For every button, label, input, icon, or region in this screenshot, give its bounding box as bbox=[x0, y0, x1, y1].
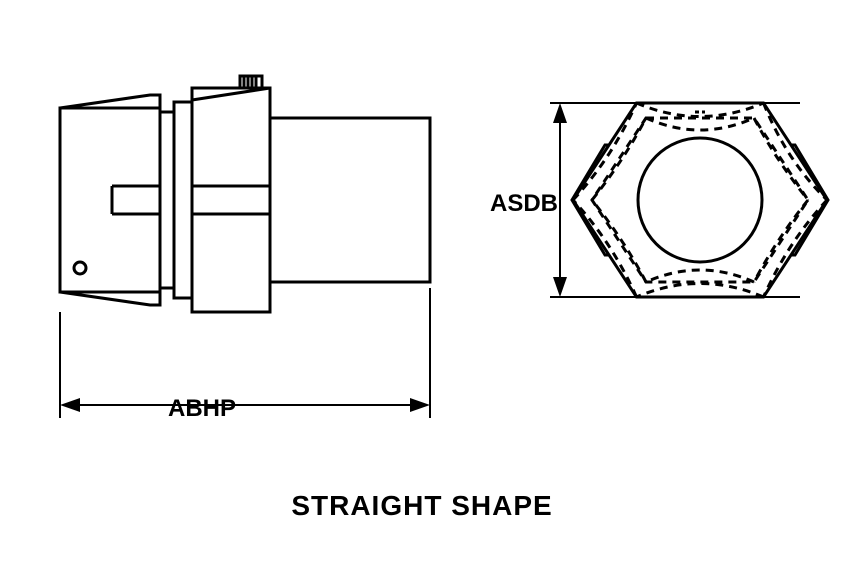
label-asdb: ASDB bbox=[490, 190, 558, 218]
side-view bbox=[60, 76, 430, 312]
drawing-title: STRAIGHT SHAPE bbox=[0, 490, 844, 522]
label-abhp: ABHP bbox=[168, 395, 236, 423]
end-view bbox=[572, 103, 828, 297]
drawing-canvas: ABHP ASDB STRAIGHT SHAPE bbox=[0, 0, 844, 576]
